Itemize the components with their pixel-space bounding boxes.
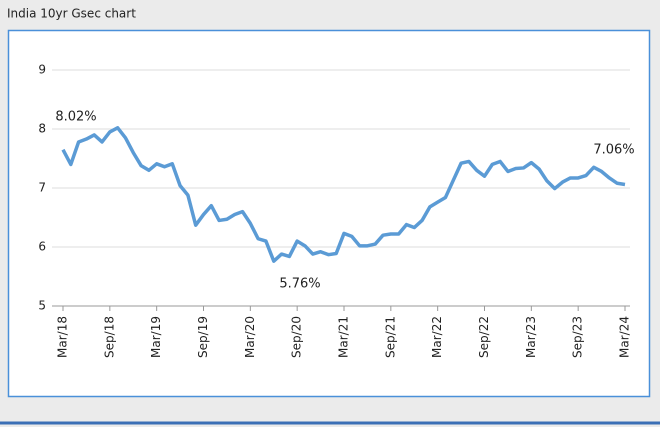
x-tick-label: Sep/22 [477,316,491,358]
x-tick-label: Sep/20 [290,316,304,358]
annotation: 5.76% [279,277,320,292]
annotation: 8.02% [55,110,96,125]
x-tick-label: Mar/23 [524,316,538,358]
y-tick-label: 6 [38,240,46,254]
annotation: 7.06% [593,143,634,158]
y-tick-label: 7 [38,181,46,195]
chart-frame [7,29,651,398]
x-tick-label: Mar/21 [337,316,351,358]
x-tick-label: Mar/22 [430,316,444,358]
line-series [61,126,626,263]
y-tick-label: 9 [38,63,46,77]
x-tick-label: Sep/21 [383,316,397,358]
x-tick-label: Sep/23 [571,316,585,358]
y-tick-label: 8 [38,122,46,136]
x-tick-label: Mar/24 [618,316,632,358]
x-tick-label: Sep/18 [102,316,116,358]
x-tick-label: Mar/18 [56,316,70,358]
x-tick-label: Mar/19 [149,316,163,358]
x-tick-label: Sep/19 [196,316,210,358]
x-tick-label: Mar/20 [243,316,257,358]
y-tick-label: 5 [38,299,46,313]
chart-title: India 10yr Gsec chart [7,7,136,21]
